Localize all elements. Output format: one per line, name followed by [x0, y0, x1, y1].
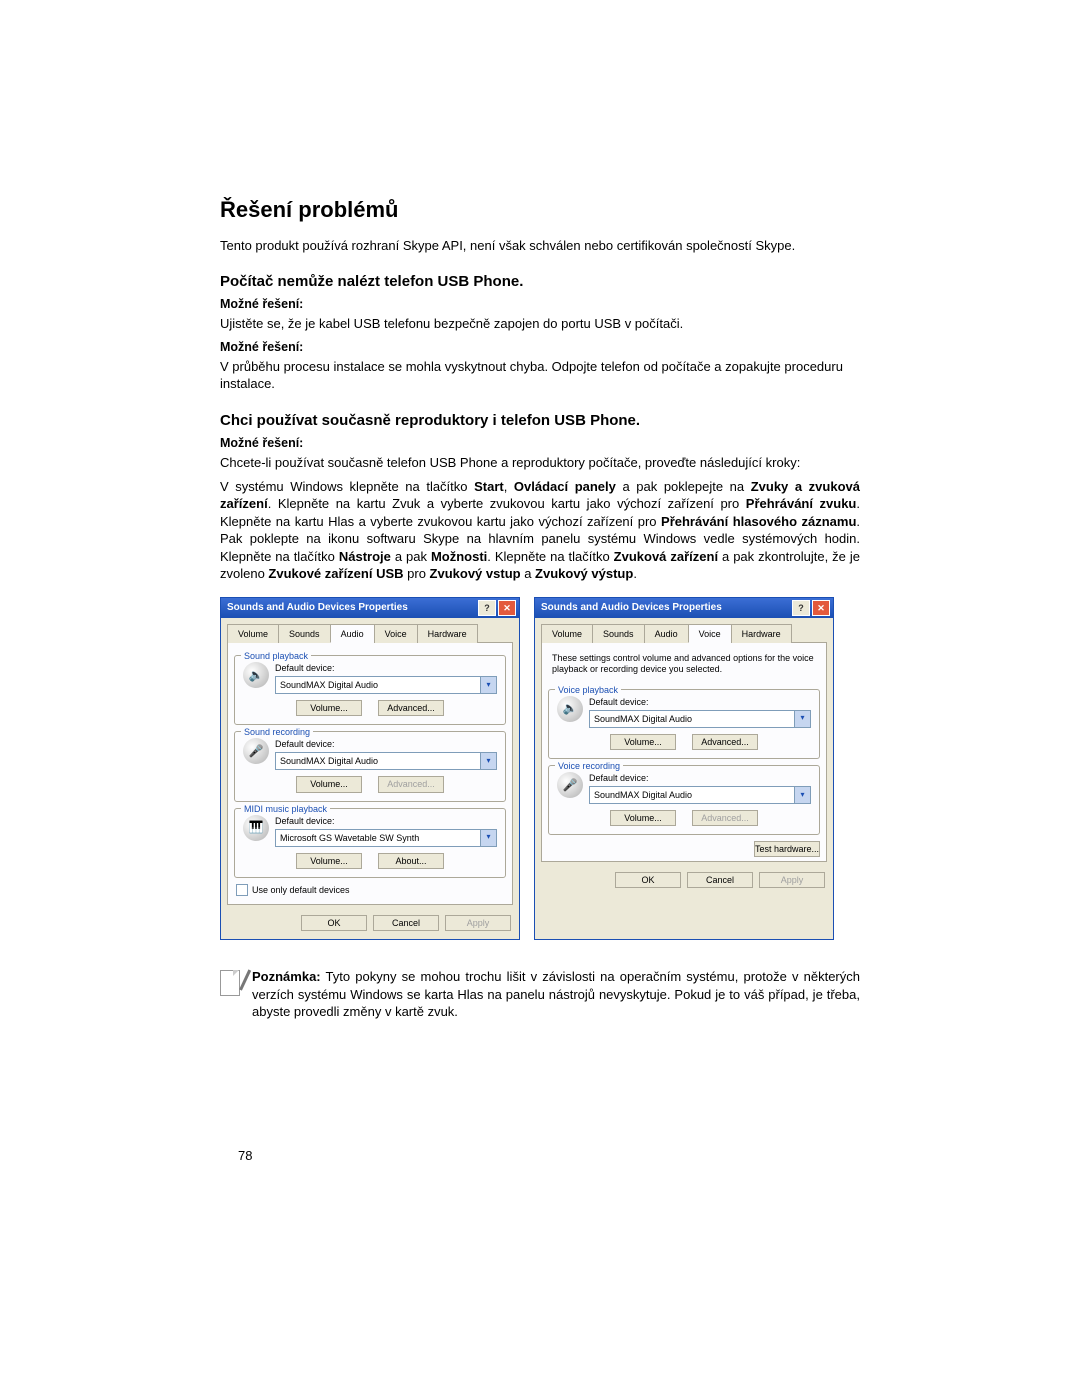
- solution-text: Ujistěte se, že je kabel USB telefonu be…: [220, 315, 860, 333]
- solution-label: Možné řešení:: [220, 435, 860, 452]
- advanced-button[interactable]: Advanced...: [692, 810, 758, 826]
- ok-button[interactable]: OK: [615, 872, 681, 888]
- advanced-button[interactable]: Advanced...: [692, 734, 758, 750]
- tab-audio[interactable]: Audio: [644, 624, 689, 643]
- default-device-label: Default device:: [589, 696, 811, 708]
- default-device-label: Default device:: [275, 662, 497, 674]
- advanced-button[interactable]: Advanced...: [378, 700, 444, 716]
- default-device-label: Default device:: [275, 738, 497, 750]
- solution-label: Možné řešení:: [220, 296, 860, 313]
- speaker-icon: 🔈: [243, 662, 269, 688]
- page-content: Řešení problémů Tento produkt používá ro…: [220, 195, 860, 1164]
- volume-button[interactable]: Volume...: [296, 776, 362, 792]
- dialog-panel: These settings control volume and advanc…: [541, 643, 827, 862]
- tab-volume[interactable]: Volume: [227, 624, 279, 643]
- dropdown-arrow-icon: ▾: [794, 787, 810, 803]
- apply-button[interactable]: Apply: [445, 915, 511, 931]
- cancel-button[interactable]: Cancel: [373, 915, 439, 931]
- note-text: Poznámka: Tyto pokyny se mohou trochu li…: [252, 968, 860, 1021]
- dropdown-arrow-icon: ▾: [794, 711, 810, 727]
- dialog-panel: Sound playback 🔈 Default device: SoundMA…: [227, 643, 513, 905]
- section1-title: Počítač nemůže nalézt telefon USB Phone.: [220, 272, 860, 292]
- titlebar-help-button[interactable]: ?: [792, 600, 810, 616]
- volume-button[interactable]: Volume...: [296, 853, 362, 869]
- tab-voice[interactable]: Voice: [374, 624, 418, 643]
- dialog-tabs: Volume Sounds Audio Voice Hardware: [541, 624, 827, 643]
- dialog-titlebar: Sounds and Audio Devices Properties ? ✕: [221, 598, 519, 618]
- dialog-title: Sounds and Audio Devices Properties: [227, 601, 408, 615]
- midi-icon: 🎹: [243, 815, 269, 841]
- volume-button[interactable]: Volume...: [296, 700, 362, 716]
- tab-sounds[interactable]: Sounds: [592, 624, 645, 643]
- cancel-button[interactable]: Cancel: [687, 872, 753, 888]
- device-select[interactable]: Microsoft GS Wavetable SW Synth ▾: [275, 829, 497, 847]
- solution-intro: Chcete-li používat současně telefon USB …: [220, 454, 860, 472]
- dialog-titlebar: Sounds and Audio Devices Properties ? ✕: [535, 598, 833, 618]
- speaker-icon: 🔈: [557, 696, 583, 722]
- use-only-default-checkbox[interactable]: Use only default devices: [236, 884, 506, 896]
- device-select[interactable]: SoundMAX Digital Audio ▾: [589, 710, 811, 728]
- device-select[interactable]: SoundMAX Digital Audio ▾: [275, 676, 497, 694]
- legend: MIDI music playback: [241, 803, 330, 815]
- dialog-voice: Sounds and Audio Devices Properties ? ✕ …: [534, 597, 834, 940]
- dialog-title: Sounds and Audio Devices Properties: [541, 601, 722, 615]
- dialog-tabs: Volume Sounds Audio Voice Hardware: [227, 624, 513, 643]
- tab-hardware[interactable]: Hardware: [417, 624, 478, 643]
- tab-audio[interactable]: Audio: [330, 624, 375, 643]
- dropdown-arrow-icon: ▾: [480, 830, 496, 846]
- dropdown-arrow-icon: ▾: [480, 677, 496, 693]
- titlebar-help-button[interactable]: ?: [478, 600, 496, 616]
- microphone-icon: 🎤: [557, 772, 583, 798]
- legend: Sound playback: [241, 650, 311, 662]
- volume-button[interactable]: Volume...: [610, 734, 676, 750]
- legend: Voice playback: [555, 684, 621, 696]
- page-number: 78: [220, 1147, 860, 1165]
- volume-button[interactable]: Volume...: [610, 810, 676, 826]
- section2-title: Chci používat současně reproduktory i te…: [220, 411, 860, 431]
- device-select[interactable]: SoundMAX Digital Audio ▾: [589, 786, 811, 804]
- tab-hardware[interactable]: Hardware: [731, 624, 792, 643]
- panel-description: These settings control volume and advanc…: [548, 649, 820, 683]
- titlebar-close-button[interactable]: ✕: [812, 600, 830, 616]
- microphone-icon: 🎤: [243, 738, 269, 764]
- default-device-label: Default device:: [275, 815, 497, 827]
- default-device-label: Default device:: [589, 772, 811, 784]
- tab-voice[interactable]: Voice: [688, 624, 732, 643]
- checkbox-box: [236, 884, 248, 896]
- dropdown-arrow-icon: ▾: [480, 753, 496, 769]
- fieldset-sound-playback: Sound playback 🔈 Default device: SoundMA…: [234, 655, 506, 725]
- dialog-screenshots: Sounds and Audio Devices Properties ? ✕ …: [220, 597, 860, 940]
- intro-text: Tento produkt používá rozhraní Skype API…: [220, 237, 860, 255]
- ok-button[interactable]: OK: [301, 915, 367, 931]
- fieldset-sound-recording: Sound recording 🎤 Default device: SoundM…: [234, 731, 506, 801]
- legend: Voice recording: [555, 760, 623, 772]
- legend: Sound recording: [241, 726, 313, 738]
- solution-text: V průběhu procesu instalace se mohla vys…: [220, 358, 860, 393]
- fieldset-midi-playback: MIDI music playback 🎹 Default device: Mi…: [234, 808, 506, 878]
- test-hardware-button[interactable]: Test hardware...: [754, 841, 820, 857]
- fieldset-voice-recording: Voice recording 🎤 Default device: SoundM…: [548, 765, 820, 835]
- apply-button[interactable]: Apply: [759, 872, 825, 888]
- dialog-audio: Sounds and Audio Devices Properties ? ✕ …: [220, 597, 520, 940]
- titlebar-close-button[interactable]: ✕: [498, 600, 516, 616]
- note-block: Poznámka: Tyto pokyny se mohou trochu li…: [220, 966, 860, 1027]
- page-title: Řešení problémů: [220, 195, 860, 225]
- about-button[interactable]: About...: [378, 853, 444, 869]
- device-select[interactable]: SoundMAX Digital Audio ▾: [275, 752, 497, 770]
- tab-sounds[interactable]: Sounds: [278, 624, 331, 643]
- tab-volume[interactable]: Volume: [541, 624, 593, 643]
- solution-label: Možné řešení:: [220, 339, 860, 356]
- fieldset-voice-playback: Voice playback 🔈 Default device: SoundMA…: [548, 689, 820, 759]
- advanced-button[interactable]: Advanced...: [378, 776, 444, 792]
- solution-steps: V systému Windows klepněte na tlačítko S…: [220, 478, 860, 583]
- note-icon: [220, 968, 242, 996]
